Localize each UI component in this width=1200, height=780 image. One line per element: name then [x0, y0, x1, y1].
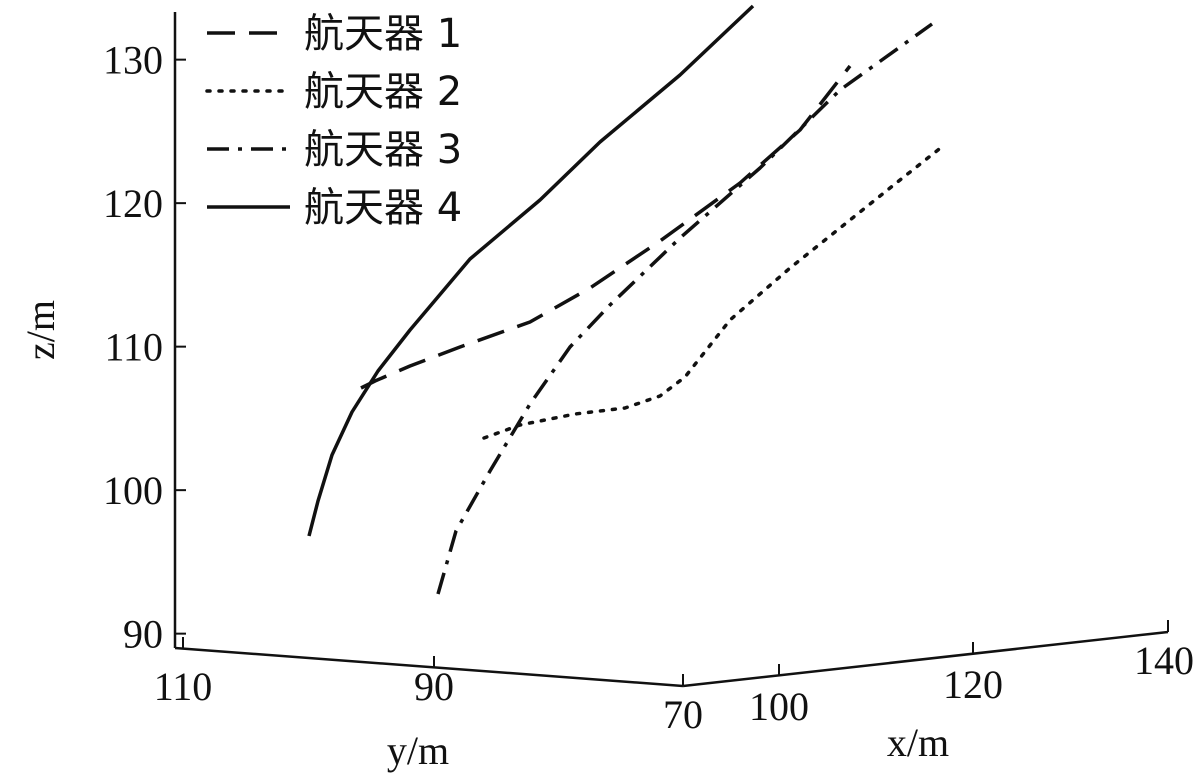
- series-line-4: [307, 4, 755, 537]
- z-tick-label: 130: [103, 38, 163, 83]
- y-axis-title: y/m: [387, 728, 449, 773]
- z-axis-title: z/m: [18, 300, 63, 360]
- series-line-3: [436, 22, 934, 595]
- series-group: [307, 4, 945, 595]
- x-ticks: 100 120 140: [749, 620, 1194, 729]
- legend-label-4: 航天器 4: [304, 185, 462, 231]
- legend-label-3: 航天器 3: [304, 127, 462, 173]
- z-tick-label: 90: [123, 612, 163, 657]
- z-tick-label: 110: [104, 325, 163, 370]
- x-axis-line: [682, 630, 1169, 688]
- z-tick-label: 100: [103, 468, 163, 513]
- y-tick-label: 110: [154, 664, 213, 709]
- z-ticks: 90 100 110 120 130: [103, 38, 186, 657]
- y-ticks: 110 90 70: [154, 637, 703, 737]
- x-tick-label: 100: [749, 684, 809, 729]
- legend-label-1: 航天器 1: [304, 11, 462, 57]
- series-line-2: [482, 144, 945, 440]
- series-line-1: [360, 64, 852, 390]
- y-tick-label: 90: [414, 664, 454, 709]
- x-tick-label: 140: [1134, 638, 1194, 683]
- legend: 航天器 1 航天器 2 航天器 3 航天器 4: [205, 11, 462, 231]
- y-axis-line: [174, 646, 684, 688]
- x-axis-title: x/m: [887, 720, 949, 765]
- y-tick-label: 70: [663, 692, 703, 737]
- legend-label-2: 航天器 2: [304, 69, 462, 115]
- x-tick-label: 120: [943, 662, 1003, 707]
- z-tick-label: 120: [103, 181, 163, 226]
